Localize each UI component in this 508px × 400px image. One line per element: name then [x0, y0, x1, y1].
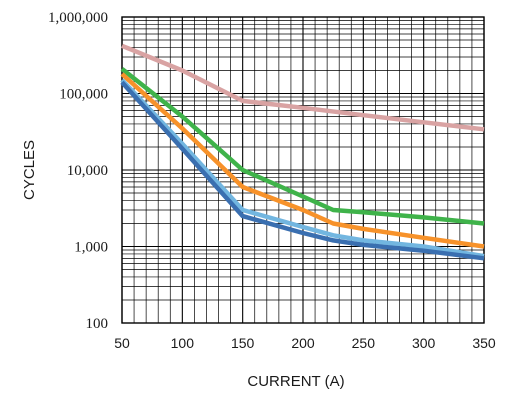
y-tick-label: 10,000: [67, 163, 108, 179]
y-axis-label: CYCLES: [21, 140, 38, 200]
x-axis-label: CURRENT (A): [247, 373, 344, 390]
x-tick-label: 50: [114, 335, 130, 351]
series-line-2: [120, 67, 485, 226]
series-line-4: [120, 78, 485, 259]
y-tick-label: 100: [86, 316, 109, 332]
x-tick-label: 150: [231, 335, 255, 351]
y-tick-label: 100,000: [59, 87, 108, 103]
x-tick-label: 100: [171, 335, 195, 351]
series-line-5: [120, 80, 485, 261]
x-tick-label: 200: [291, 335, 315, 351]
y-axis-ticks: 100 1,000 10,000 100,000 1,000,000: [48, 10, 108, 332]
x-tick-label: 300: [412, 335, 436, 351]
y-tick-label: 1,000: [74, 240, 108, 256]
series-line-1: [121, 43, 485, 132]
plot-frame: [121, 16, 485, 324]
y-tick-label: 1,000,000: [48, 10, 108, 26]
x-axis-ticks: 50 100 150 200 250 300 350: [114, 335, 496, 351]
x-tick-label: 350: [472, 335, 496, 351]
x-tick-label: 250: [352, 335, 376, 351]
series-line-3: [120, 72, 485, 249]
series-lines: [120, 43, 485, 261]
